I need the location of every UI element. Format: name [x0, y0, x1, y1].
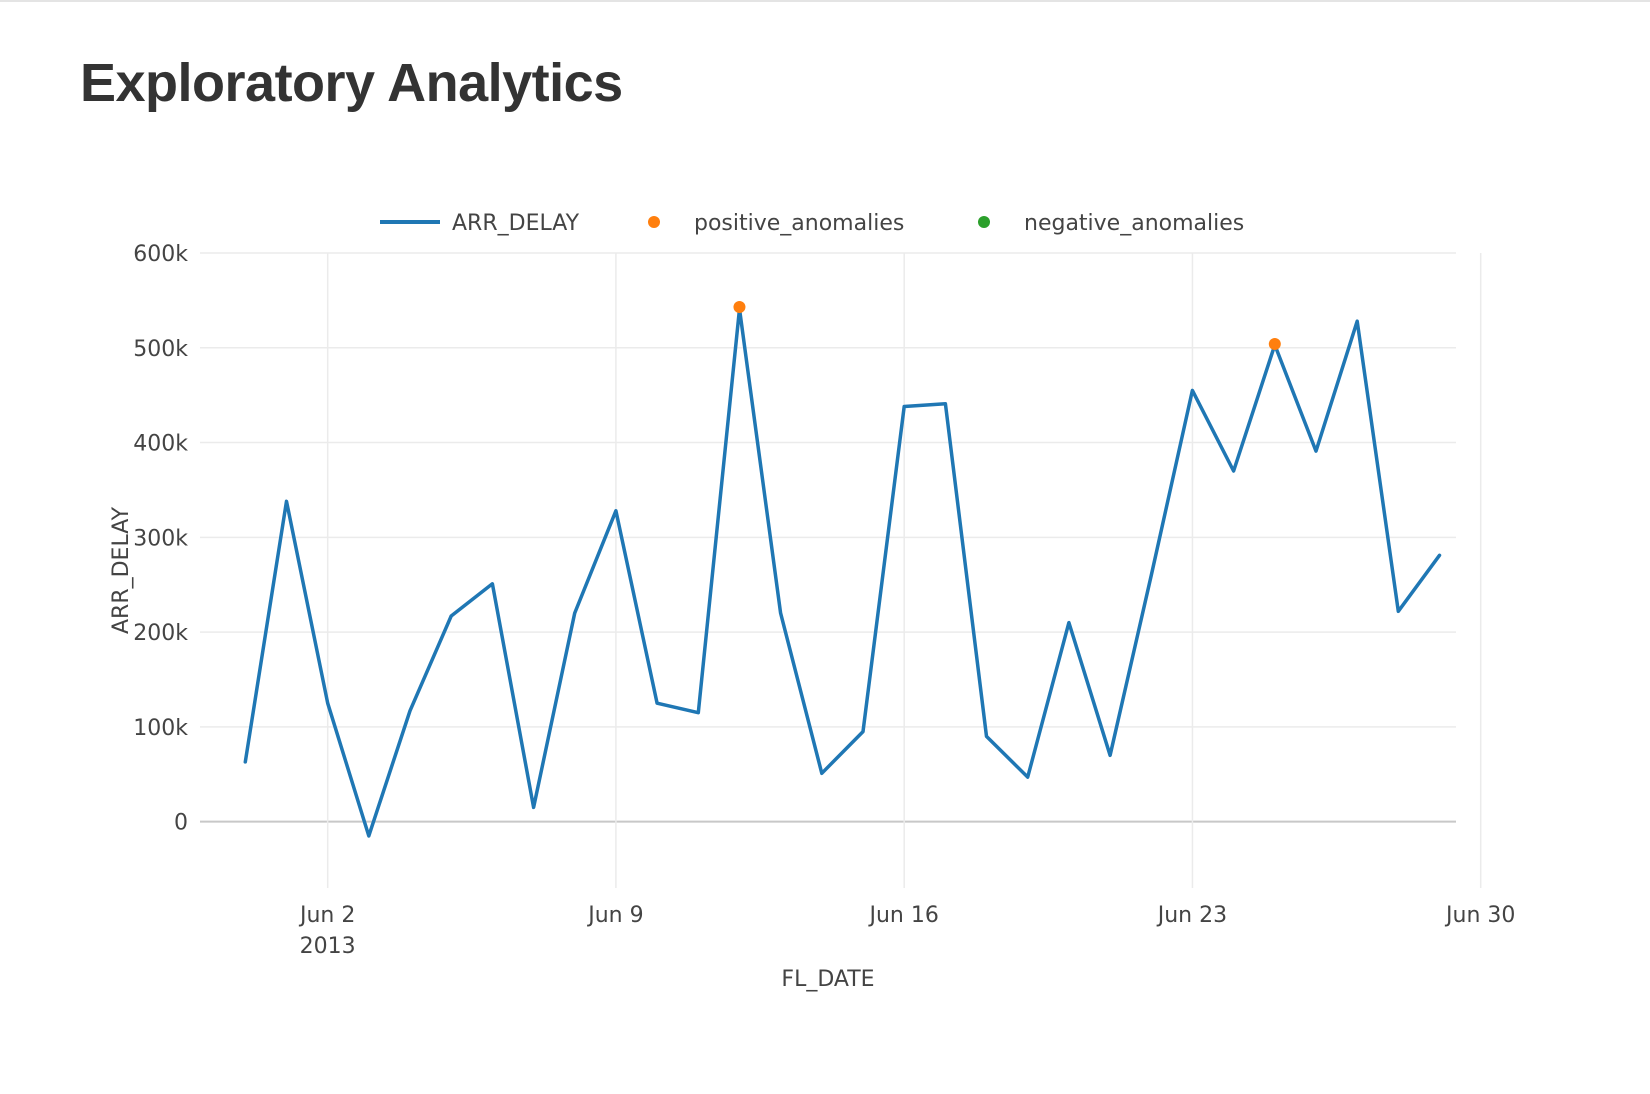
positive-anomaly-marker[interactable]: [733, 301, 746, 314]
legend-swatch-dot: [978, 216, 990, 228]
legend: ARR_DELAY positive_anomalies negative_anom…: [380, 211, 1244, 236]
y-tick-label: 400k: [133, 432, 188, 457]
legend-swatch-dot: [648, 216, 660, 228]
x-tick-label: Jun 23: [1156, 903, 1227, 928]
x-tick-sublabel: 2013: [300, 934, 356, 959]
legend-label: ARR_DELAY: [452, 211, 580, 236]
legend-item-ARR-DELAY[interactable]: ARR_DELAY: [380, 211, 580, 236]
y-tick-label: 200k: [133, 621, 188, 646]
x-tick-label: Jun 9: [586, 903, 643, 928]
x-tick-label: Jun 2: [298, 903, 355, 928]
legend-label: positive_anomalies: [694, 211, 904, 236]
grid-lines: [200, 252, 1482, 888]
y-tick-label: 600k: [133, 242, 188, 267]
x-tick-label: Jun 30: [1444, 903, 1515, 928]
legend-label: negative_anomalies: [1024, 211, 1244, 236]
y-tick-label: 0: [174, 811, 188, 836]
y-tick-label: 100k: [133, 716, 188, 741]
y-tick-label: 300k: [133, 526, 188, 551]
y-tick-label: 500k: [133, 337, 188, 362]
page-title: Exploratory Analytics: [80, 53, 623, 113]
positive-anomaly-marker[interactable]: [1268, 337, 1281, 350]
plot-area[interactable]: [242, 301, 1442, 839]
axes: 0 100k 200k 300k 400k 500k 600k Jun 2 2013 Jun 9 J…: [109, 242, 1515, 992]
top-divider: [0, 0, 1650, 2]
legend-item-positive-anomalies[interactable]: positive_anomalies: [648, 211, 904, 236]
y-axis-title: ARR_DELAY: [109, 506, 134, 634]
x-tick-label: Jun 16: [867, 903, 938, 928]
series-line-arr-delay[interactable]: [243, 307, 1442, 838]
legend-item-negative-anomalies[interactable]: negative_anomalies: [978, 211, 1244, 236]
x-axis-title: FL_DATE: [781, 967, 874, 992]
